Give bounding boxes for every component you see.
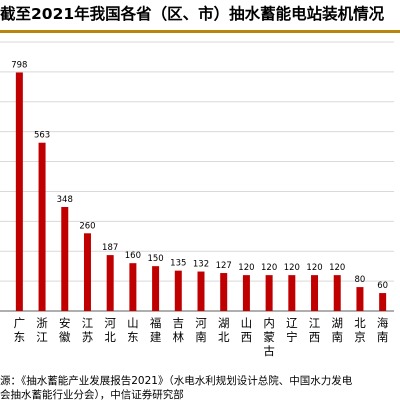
source-line-1: 源：《抽水蓄能产业发展报告2021》（水电水利规划设计总院、中国水力发电: [0, 375, 353, 387]
bar: [333, 275, 341, 311]
x-tick-label: 吉: [173, 316, 185, 330]
x-tick-label: 南: [331, 330, 343, 344]
value-label: 127: [216, 261, 232, 271]
x-tick-label: 安: [59, 316, 71, 330]
x-tick-label: 北: [354, 316, 366, 330]
x-tick-label: 林: [173, 330, 185, 344]
x-tick-label: 北: [104, 330, 116, 344]
value-label: 60: [377, 281, 388, 291]
x-tick-label: 海: [377, 316, 389, 330]
value-label: 132: [193, 260, 209, 270]
x-tick-label: 福: [150, 316, 162, 330]
value-label: 120: [306, 263, 322, 273]
x-tick-label: 山: [241, 316, 253, 330]
bar: [265, 275, 273, 311]
title-divider: [0, 30, 400, 33]
x-tick-label: 河: [195, 316, 207, 330]
bar: [220, 273, 228, 311]
bar: [242, 275, 250, 311]
x-tick-label: 湖: [331, 316, 343, 330]
value-label: 120: [238, 263, 254, 273]
x-tick-label: 南: [377, 330, 389, 344]
value-label: 348: [57, 195, 73, 205]
bar: [61, 206, 69, 311]
x-tick-label: 山: [127, 316, 139, 330]
x-tick-label: 南: [195, 330, 207, 344]
x-tick-label: 辽: [286, 316, 298, 330]
value-label: 187: [102, 243, 118, 253]
x-tick-label: 江: [82, 316, 94, 330]
bars: [15, 72, 387, 311]
chart-title: 截至2021年我国各省（区、市）抽水蓄能电站装机情况: [0, 5, 385, 23]
x-tick-label: 内: [263, 316, 275, 330]
bar: [38, 142, 46, 311]
bar: [288, 275, 296, 311]
x-tick-label: 东: [127, 330, 139, 344]
value-label: 135: [170, 259, 186, 269]
bar: [379, 293, 387, 311]
x-tick-label: 苏: [82, 330, 94, 344]
bar: [83, 233, 91, 311]
bar-chart: 798 563 348 260 187 160 150 135 132 127 120 120 120 1…: [0, 41, 394, 358]
value-label: 563: [34, 131, 50, 141]
x-tick-label: 湖: [218, 316, 230, 330]
x-tick-label: 蒙: [263, 330, 275, 344]
value-label: 260: [79, 221, 95, 231]
x-tick-label: 江: [309, 316, 321, 330]
bar: [356, 287, 364, 311]
value-labels: 798 563 348 260 187 160 150 135 132 127 120 120 120 1…: [11, 60, 388, 291]
x-tick-label: 古: [263, 344, 275, 358]
bar: [174, 270, 182, 311]
x-tick-label: 宁: [286, 330, 298, 344]
source-line-2: 会抽水蓄能行业分会），中信证券研究部: [0, 389, 184, 401]
bar: [197, 271, 205, 311]
x-tick-label: 东: [14, 330, 26, 344]
value-label: 80: [355, 275, 366, 285]
x-tick-label: 广: [14, 316, 26, 330]
x-tick-label: 浙: [36, 316, 48, 330]
bar: [15, 72, 23, 311]
x-tick-label: 江: [36, 330, 48, 344]
bar: [311, 275, 319, 311]
x-tick-label: 京: [354, 330, 366, 344]
x-tick-label: 西: [241, 330, 253, 344]
x-tick-label: 北: [218, 330, 230, 344]
bar: [106, 255, 114, 311]
x-tick-label: 徽: [59, 330, 71, 344]
value-label: 160: [125, 251, 141, 261]
source-note: 源：《抽水蓄能产业发展报告2021》（水电水利规划设计总院、中国水力发电 会抽水…: [0, 374, 400, 402]
value-label: 150: [147, 254, 163, 264]
value-label: 120: [261, 263, 277, 273]
x-tick-label: 建: [150, 330, 162, 344]
x-tick-label: 河: [104, 316, 116, 330]
value-label: 798: [11, 60, 27, 70]
value-label: 120: [329, 263, 345, 273]
bar: [152, 266, 160, 311]
bar: [129, 263, 137, 311]
x-tick-label: 西: [309, 330, 321, 344]
value-label: 120: [284, 263, 300, 273]
